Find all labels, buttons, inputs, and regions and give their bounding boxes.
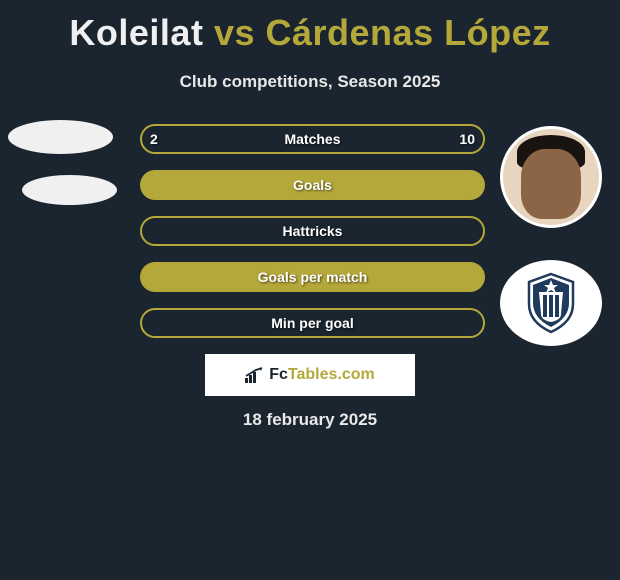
stat-label: Min per goal	[271, 315, 353, 331]
stat-left-value: 2	[150, 131, 158, 147]
stat-label: Goals	[293, 177, 332, 193]
stat-right-value: 10	[459, 131, 475, 147]
stat-row-matches: 2 Matches 10	[140, 124, 485, 154]
player1-avatar	[8, 120, 113, 154]
stat-row-min-per-goal: Min per goal	[140, 308, 485, 338]
player2-avatar	[500, 126, 602, 228]
brand-tables: Tables.com	[288, 366, 375, 383]
brand-text: FcTables.com	[269, 366, 375, 384]
stat-label: Matches	[284, 131, 340, 147]
stat-row-goals-per-match: Goals per match	[140, 262, 485, 292]
stat-row-goals: Goals	[140, 170, 485, 200]
comparison-title: Koleilat vs Cárdenas López	[0, 0, 620, 54]
brand-fc: Fc	[269, 366, 288, 383]
stat-row-hattricks: Hattricks	[140, 216, 485, 246]
club-shield-icon	[525, 272, 577, 334]
vs-text: vs	[214, 12, 255, 53]
subtitle: Club competitions, Season 2025	[0, 72, 620, 92]
player2-club-logo	[500, 260, 602, 346]
player2-name: Cárdenas López	[266, 12, 551, 53]
date-text: 18 february 2025	[243, 410, 377, 430]
chart-growth-icon	[245, 367, 265, 383]
player1-name: Koleilat	[69, 12, 203, 53]
stats-bars: 2 Matches 10 Goals Hattricks Goals per m…	[140, 124, 485, 354]
stat-label: Hattricks	[283, 223, 343, 239]
player1-club-logo	[22, 175, 117, 205]
avatar-face	[521, 149, 581, 219]
stat-label: Goals per match	[258, 269, 368, 285]
brand-box: FcTables.com	[205, 354, 415, 396]
